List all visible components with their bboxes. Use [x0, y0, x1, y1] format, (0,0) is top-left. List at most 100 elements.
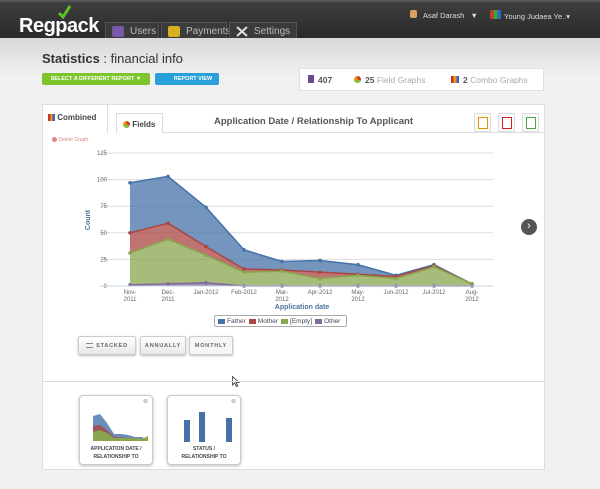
stats-bar: 407 25 Field Graphs 2 Combo Graphs: [299, 68, 544, 91]
data-point: [242, 270, 246, 274]
divider: [43, 381, 544, 382]
delete-graph-link[interactable]: Delete Graph: [52, 137, 88, 143]
data-point: [204, 244, 208, 249]
binders-icon: [490, 10, 501, 19]
thumbnail-label: APPLICATION DATE / RELATIONSHIP TO: [80, 445, 152, 461]
user-menu[interactable]: Asaf Darash ▼: [410, 10, 478, 20]
legend-swatch: [281, 318, 289, 324]
monthly-button[interactable]: MONTHLY: [189, 336, 233, 355]
export-pdf-button[interactable]: [498, 113, 515, 132]
y-tick-label: 75: [100, 204, 107, 210]
series-line: [129, 175, 473, 285]
data-point: [280, 269, 284, 273]
tab-fields[interactable]: Fields: [116, 113, 163, 133]
data-point: [432, 265, 436, 269]
data-point: [166, 221, 170, 226]
delete-icon: [52, 137, 57, 143]
combo-icon: [48, 114, 55, 122]
checkmark-icon: [57, 5, 71, 19]
user-icon: [308, 75, 314, 83]
series-line: [129, 222, 473, 285]
combo-count: 2: [463, 75, 468, 85]
thumbnail-label: STATUS / RELATIONSHIP TO: [168, 445, 240, 461]
label-line: APPLICATION DATE /: [90, 446, 142, 452]
thumbnail-status[interactable]: ⊗ STATUS / RELATIONSHIP TO: [167, 395, 241, 465]
tab-combined[interactable]: Combined: [42, 104, 108, 133]
field-graphs-stat[interactable]: 25 Field Graphs: [354, 75, 426, 85]
select-report-button[interactable]: SELECT A DIFFERENT REPORT ▼: [42, 73, 150, 85]
combo-icon: [451, 76, 459, 83]
thumbnail-application-date[interactable]: ⊗ APPLICATION DATE / RELATIONSHIP TO: [79, 395, 153, 465]
tab-label: Fields: [132, 120, 156, 129]
tab-label: Combined: [57, 113, 97, 122]
stacked-button[interactable]: STACKED: [78, 336, 136, 355]
legend-label: Mother: [257, 318, 279, 325]
data-point: [242, 267, 246, 271]
data-point: [128, 231, 132, 235]
nav-payments[interactable]: Payments: [161, 22, 230, 40]
legend-swatch: [248, 318, 256, 324]
legend-swatch: [315, 318, 323, 324]
report-view-button[interactable]: REPORT VIEW: [155, 73, 219, 85]
legend-label: Father: [227, 318, 246, 325]
data-point: [280, 259, 284, 264]
area-other: [130, 282, 472, 286]
data-point: [166, 237, 170, 241]
regpack-logo[interactable]: Regpack: [19, 5, 99, 37]
data-point: [166, 282, 170, 286]
data-point: [242, 248, 246, 252]
legend-item[interactable]: Mother: [248, 318, 279, 325]
y-tick-label: 50: [100, 231, 107, 237]
combo-label: Combo Graphs: [470, 75, 528, 85]
annually-button[interactable]: ANNUALLY: [140, 336, 186, 355]
stacked-icon: [86, 343, 94, 349]
x-tick-label-year: 2012: [465, 297, 479, 303]
user-name: Asaf Darash: [423, 11, 465, 20]
combo-graphs-stat[interactable]: 2 Combo Graphs: [451, 75, 528, 85]
x-tick-label: May-: [351, 290, 364, 296]
data-point: [166, 174, 170, 179]
nav-settings[interactable]: Settings ▾: [229, 22, 297, 54]
next-graph-button[interactable]: ›: [521, 219, 537, 235]
legend-item[interactable]: Father: [218, 318, 246, 325]
pie-icon: [123, 121, 130, 129]
export-excel-button[interactable]: [522, 113, 539, 132]
legend-label: [Empty]: [290, 318, 313, 325]
data-point: [394, 276, 398, 281]
x-tick-label: Jun-2012: [383, 290, 409, 296]
pdf-icon: [502, 117, 512, 129]
legend-item[interactable]: Other: [315, 318, 340, 325]
top-bar: Regpack Users Payments Settings ▾ Asaf D…: [0, 0, 600, 54]
data-point: [204, 253, 208, 257]
payments-icon: [168, 26, 180, 37]
org-menu[interactable]: Young Judaea Ye..▾: [490, 10, 570, 21]
label-line: STATUS /: [192, 446, 216, 452]
y-axis-title: Count: [85, 209, 92, 230]
x-tick-label: Dec-: [162, 290, 175, 296]
y-tick-label: 125: [97, 151, 108, 157]
export-image-button[interactable]: [474, 113, 491, 132]
legend-item[interactable]: [Empty]: [281, 318, 312, 325]
field-graphs-label: Field Graphs: [376, 75, 426, 85]
data-point: [318, 258, 322, 263]
x-tick-label: Jul-2012: [422, 290, 446, 296]
users-stat: 407: [308, 75, 332, 85]
user-icon: [410, 10, 417, 18]
tab-border: [163, 132, 544, 133]
users-count: 407: [318, 75, 333, 85]
y-tick-label: 100: [97, 178, 108, 184]
x-tick-label: Feb-2012: [231, 290, 257, 296]
close-icon[interactable]: ⊗: [142, 399, 148, 405]
chart-title: Application Date / Relationship To Appli…: [214, 116, 413, 127]
close-icon[interactable]: ⊗: [230, 399, 236, 405]
thumbnail-area-chart-icon: [93, 414, 148, 441]
label-line: RELATIONSHIP TO: [93, 454, 139, 460]
data-point: [204, 281, 208, 285]
title-rest: : financial info: [99, 51, 183, 66]
tools-icon: [236, 26, 248, 37]
stacked-label: STACKED: [96, 343, 128, 349]
x-tick-label-year: 2012: [351, 297, 365, 303]
caret-icon: ▼: [470, 11, 478, 20]
nav-users[interactable]: Users: [105, 22, 159, 40]
